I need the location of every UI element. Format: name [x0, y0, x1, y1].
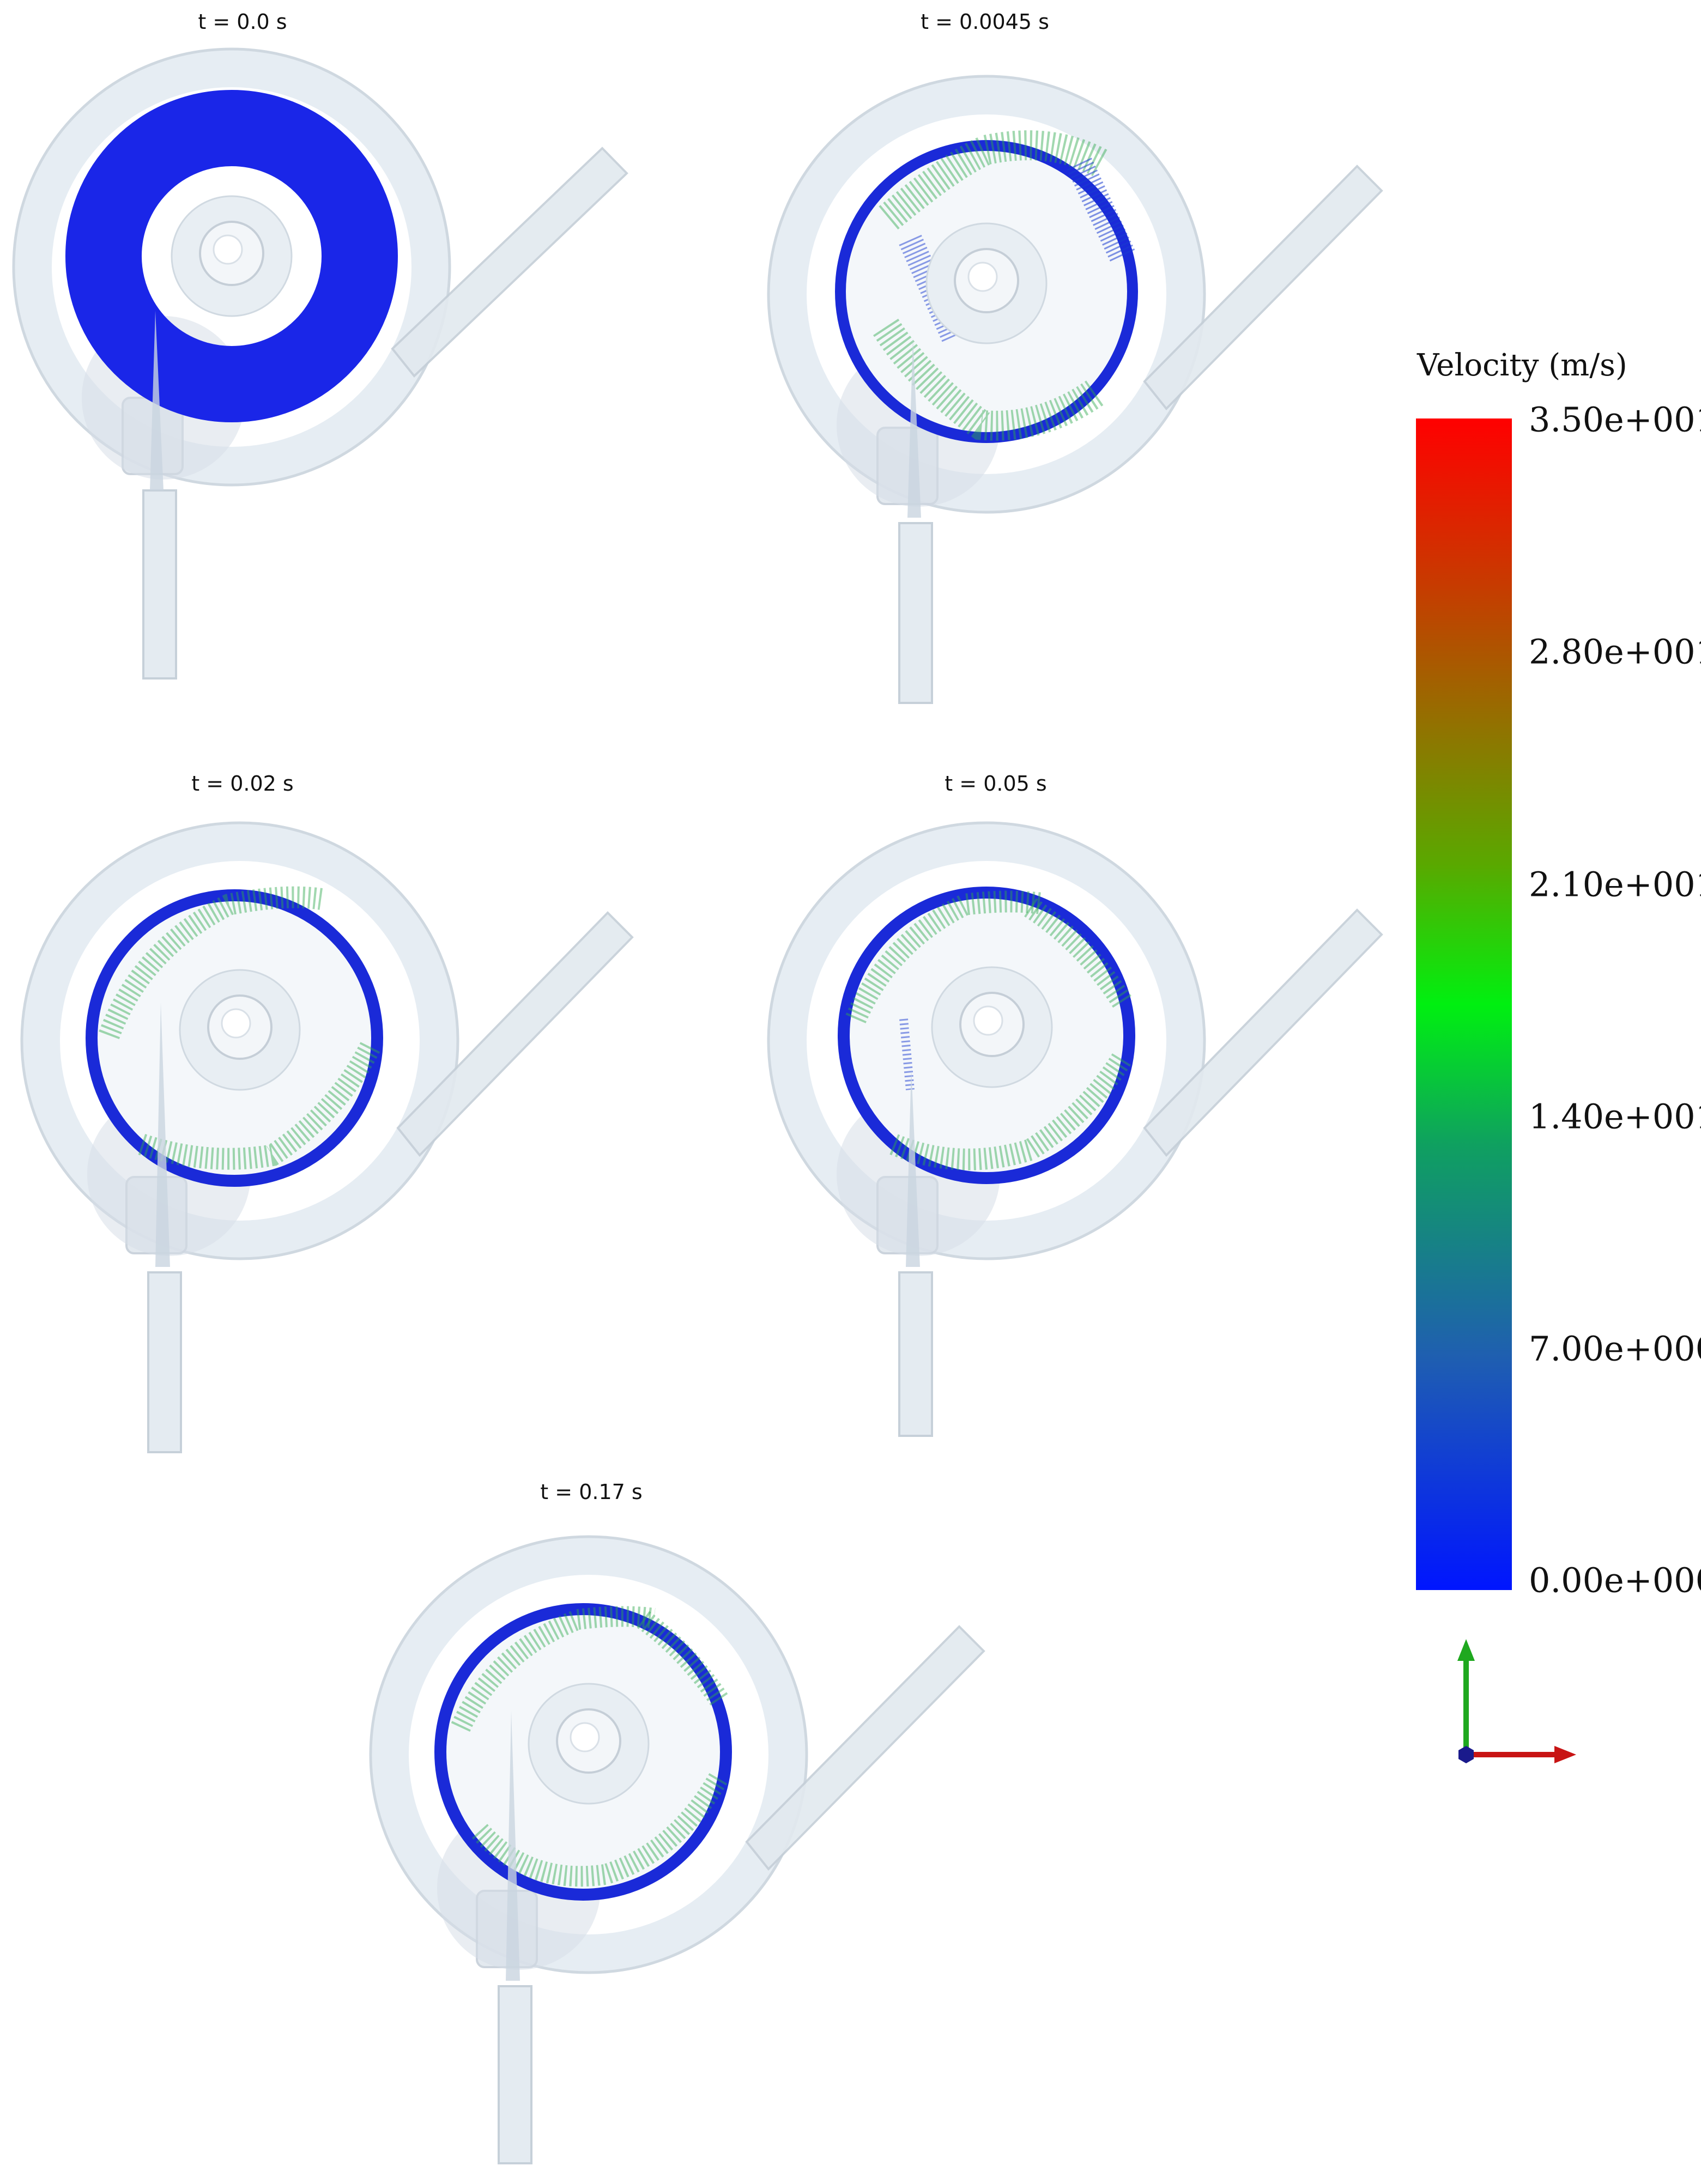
tangential-inlet-pipe — [396, 911, 634, 1157]
separator-diagram-t005 — [767, 821, 1383, 1437]
tangential-inlet-pipe — [745, 1625, 985, 1871]
bottom-outlet-pipe — [898, 522, 933, 704]
legend-tick: 1.40e+001 — [1529, 1096, 1701, 1137]
hub-hole — [967, 262, 998, 292]
tangential-inlet-pipe — [1143, 908, 1383, 1157]
time-label: t = 0.17 s — [540, 1480, 643, 1504]
time-label: t = 0.02 s — [191, 772, 294, 796]
separator-diagram-t002 — [20, 821, 634, 1453]
time-label: t = 0.0045 s — [921, 10, 1049, 34]
legend-title: Velocity (m/s) — [1417, 348, 1627, 383]
particle-band — [889, 1051, 1133, 1170]
bottom-outlet-pipe — [147, 1271, 182, 1453]
velocity-colorbar — [1416, 418, 1512, 1590]
panel-t002: t = 0.02 s — [0, 763, 634, 1471]
panel-t017: t = 0.17 s — [349, 1471, 985, 2180]
legend-tick: 0.00e+000 — [1529, 1560, 1701, 1600]
particle-ring — [65, 90, 398, 422]
hub-hole — [221, 1008, 251, 1039]
bottom-outlet-pipe — [498, 1985, 532, 2164]
particle-band — [845, 890, 1043, 1023]
axes-triad — [1457, 1639, 1576, 1763]
tangential-inlet-pipe — [1143, 165, 1383, 411]
bottom-outlet-pipe — [898, 1271, 933, 1437]
legend-tick: 2.80e+001 — [1529, 632, 1701, 672]
legend-tick: 2.10e+001 — [1529, 864, 1701, 905]
time-label: t = 0.05 s — [945, 772, 1047, 796]
particle-band — [637, 1611, 728, 1706]
nozzle — [907, 338, 921, 518]
time-label: t = 0.0 s — [198, 10, 287, 34]
bottom-outlet-pipe — [142, 489, 177, 680]
panel-t0045: t = 0.0045 s — [747, 0, 1383, 708]
nozzle — [155, 1003, 170, 1267]
separator-diagram-t0 — [12, 47, 628, 680]
panel-t005: t = 0.05 s — [747, 763, 1383, 1471]
z-axis-marker — [1458, 1746, 1474, 1763]
x-axis-arrowhead — [1554, 1746, 1576, 1763]
particle-band — [1024, 898, 1132, 1009]
separator-diagram-t017 — [369, 1535, 985, 2164]
particle-band — [451, 1606, 656, 1732]
panel-t0: t = 0.0 s — [0, 0, 628, 708]
hub-hole — [973, 1005, 1003, 1036]
particle-band — [899, 1018, 915, 1090]
y-axis-arrowhead — [1457, 1639, 1475, 1661]
nozzle — [906, 1068, 920, 1267]
hub-hole — [570, 1722, 600, 1752]
particle-band — [879, 130, 1109, 230]
tangential-inlet-pipe — [391, 147, 628, 378]
particle-band — [99, 886, 323, 1040]
legend-tick: 7.00e+000 — [1529, 1328, 1701, 1369]
hub-hole — [213, 234, 243, 265]
particle-band — [138, 1041, 380, 1170]
particle-band — [873, 318, 1104, 441]
nozzle — [150, 311, 164, 490]
legend-tick: 3.50e+001 — [1529, 399, 1701, 440]
separator-diagram-t0045 — [767, 75, 1383, 704]
nozzle — [506, 1711, 520, 1981]
